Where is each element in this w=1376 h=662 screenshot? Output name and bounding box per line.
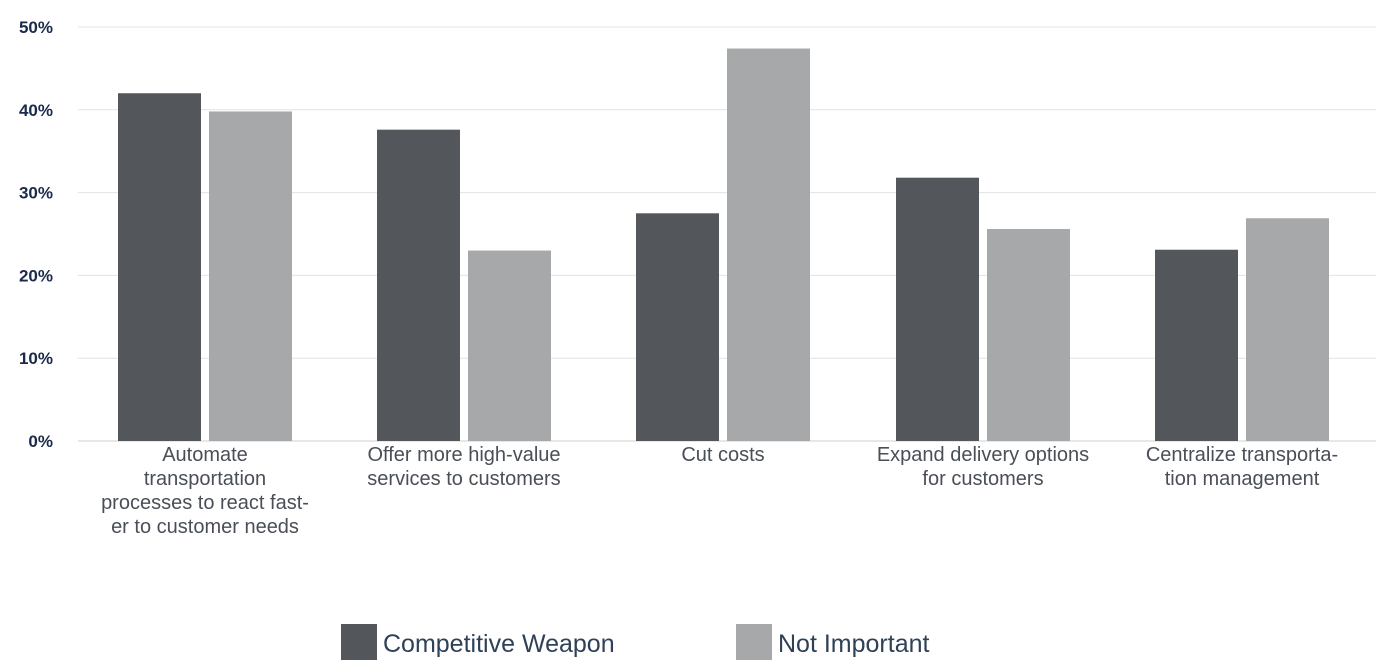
bar-not-important (1246, 218, 1329, 441)
x-tick-label: Offer more high-value services to custome… (367, 444, 560, 490)
x-tick-label: Automate transportation processes to react… (101, 444, 309, 538)
bar-competitive-weapon (1155, 249, 1238, 441)
x-tick-label-line: Expand delivery options (877, 444, 1089, 466)
x-axis: Automate transportation processes to react… (101, 444, 1338, 538)
bar-not-important (987, 229, 1070, 441)
x-tick-label: Cut costs (681, 444, 764, 466)
bar-competitive-weapon (636, 213, 719, 441)
legend-swatch (341, 624, 377, 660)
bar-not-important (209, 111, 292, 442)
y-tick-label: 10% (19, 349, 53, 368)
x-tick-label-line: transportation (144, 468, 266, 490)
legend-swatch (736, 624, 772, 660)
bar-competitive-weapon (377, 129, 460, 441)
bars (118, 48, 1329, 442)
x-tick-label-line: Centralize transporta- (1146, 444, 1338, 466)
x-tick-label-line: services to customers (367, 468, 560, 490)
legend-label: Competitive Weapon (383, 630, 615, 658)
y-axis: 0% 10% 20% 30% 40% 50% (19, 18, 53, 451)
y-tick-label: 20% (19, 266, 53, 285)
legend: Competitive Weapon Not Important (341, 624, 930, 660)
bar-competitive-weapon (896, 177, 979, 442)
y-tick-label: 30% (19, 184, 53, 203)
bar-competitive-weapon (118, 93, 201, 442)
x-tick-label-line: Automate (162, 444, 248, 466)
bar-not-important (727, 48, 810, 441)
x-tick-label-line: er to customer needs (111, 516, 299, 538)
x-tick-label-line: processes to react fast- (101, 492, 309, 514)
x-tick-label-line: Cut costs (681, 444, 764, 466)
y-tick-label: 40% (19, 101, 53, 120)
x-tick-label-line: Offer more high-value (367, 444, 560, 466)
y-tick-label: 0% (28, 432, 53, 451)
x-tick-label: Expand delivery options for customers (877, 444, 1089, 490)
bar-not-important (468, 250, 551, 441)
x-tick-label: Centralize transporta-tion management (1146, 444, 1338, 490)
x-tick-label-line: for customers (922, 468, 1043, 490)
legend-label: Not Important (778, 630, 930, 658)
y-tick-label: 50% (19, 18, 53, 37)
x-tick-label-line: tion management (1165, 468, 1320, 490)
